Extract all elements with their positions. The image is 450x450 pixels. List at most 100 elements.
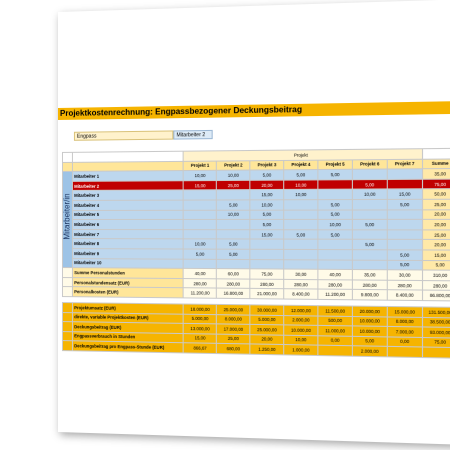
cell: 5,00: [352, 336, 388, 347]
cell: 15.000,00: [387, 306, 423, 317]
cell: 0,00: [317, 335, 353, 347]
cell: 5,00: [317, 209, 353, 220]
column-header: Projekt 3: [250, 160, 284, 171]
cell: 20.000,00: [352, 305, 388, 317]
cell: [387, 179, 423, 190]
cell: 86.800,00: [422, 290, 450, 301]
cell: 20,00: [422, 209, 450, 220]
cell: 5,00: [250, 169, 284, 181]
cell: [352, 199, 388, 210]
row: Mitarbeiter 4 5,00 10,00 5,00 5,00 25,00: [62, 199, 450, 211]
cell: 16.800,00: [216, 288, 251, 299]
cell: 5,00: [183, 248, 217, 259]
cell: 40,00: [317, 269, 353, 280]
cell: 10,00: [183, 170, 217, 181]
cell: 25.000,00: [250, 324, 284, 335]
cell: [352, 209, 388, 220]
cell: 11.500,00: [317, 305, 353, 316]
cell: [62, 267, 73, 278]
row-label: Mitarbeiter 4: [72, 200, 184, 211]
cell: 8.400,00: [387, 290, 423, 301]
cell: 9.800,00: [352, 289, 388, 301]
row-label: Mitarbeiter 7: [72, 229, 184, 240]
cell: 20,00: [422, 239, 450, 251]
cell: [422, 148, 450, 159]
cell: 75,00: [250, 268, 284, 280]
row-label: Mitarbeiter 8: [72, 238, 184, 249]
cell: 5,00: [216, 199, 251, 210]
cell: 866,67: [183, 343, 217, 354]
cell: 280,00: [422, 280, 450, 291]
cell: 5,00: [352, 239, 388, 250]
cell: 280,00: [352, 279, 388, 291]
cell: [183, 229, 217, 240]
cell: [283, 259, 318, 270]
sheet: Projektkostenrechnung: Engpassbezogener …: [58, 0, 450, 445]
cell: 25,00: [422, 229, 450, 240]
cell: [283, 249, 318, 260]
cell: 1.000,00: [283, 344, 318, 356]
cell: 11.200,00: [183, 288, 217, 299]
cell: [283, 219, 318, 230]
engpass: Engpass Mitarbeiter 2: [73, 129, 213, 141]
cell: 1.250,00: [250, 344, 284, 355]
cell: 11.200,00: [317, 289, 353, 300]
cell: 5,00: [352, 219, 388, 230]
cell: [62, 277, 73, 287]
cell: [183, 258, 217, 269]
cell: [183, 199, 217, 210]
cell: 131.500,00: [422, 306, 450, 318]
cell: [283, 209, 318, 220]
cell: 5,00: [317, 199, 353, 210]
cell: 5,00: [387, 259, 423, 271]
row-label: Mitarbeiter 2: [72, 180, 184, 191]
cell: 7.000,00: [387, 326, 423, 338]
cell: 30,00: [387, 269, 423, 281]
cell: 40,00: [183, 268, 217, 279]
cell: 38.500,00: [422, 316, 450, 328]
cell: 5,00: [387, 199, 423, 210]
row-label: Mitarbeiter 6: [72, 219, 184, 230]
engpass-value: Mitarbeiter 2: [173, 129, 213, 140]
cell: 280,00: [387, 279, 423, 291]
cell: 5,00: [317, 229, 353, 240]
cell: 310,00: [422, 270, 450, 281]
cell: 20,00: [250, 179, 284, 190]
cell: [183, 209, 217, 220]
column-header: Projekt 4: [283, 159, 318, 170]
cell: 21.000,00: [250, 288, 284, 299]
cell: [352, 259, 388, 270]
cell: 13.000,00: [183, 323, 217, 334]
cell: [250, 249, 284, 260]
cell: 5.000,00: [250, 314, 284, 325]
cell: 280,00: [283, 279, 318, 290]
column-header: Projekt 1: [183, 160, 217, 171]
cell: 25,00: [422, 199, 450, 210]
cell: [62, 286, 73, 297]
cell: [216, 219, 251, 230]
cell: 15,00: [250, 229, 284, 240]
cell: [317, 179, 353, 190]
cell: [183, 219, 217, 230]
cell: 5,00: [352, 179, 388, 190]
cell: 10.000,00: [352, 325, 388, 337]
cell: 280,00: [183, 278, 217, 289]
cell: 50,00: [422, 189, 450, 200]
column-header: Projekt 7: [387, 158, 423, 170]
cell: 680,00: [216, 343, 251, 355]
cell: 5,00: [250, 209, 284, 220]
cell: 280,00: [216, 278, 251, 289]
cell: [317, 249, 353, 260]
cell: [62, 331, 73, 342]
cell: [216, 229, 251, 240]
cell: 20,00: [250, 334, 284, 345]
cell: 30,00: [283, 269, 318, 280]
cell: [283, 239, 318, 250]
cell: [62, 302, 73, 313]
cell: 35,00: [422, 168, 450, 180]
cell: 5,00: [422, 260, 450, 271]
cell: [352, 249, 388, 260]
cell: 30.000,00: [250, 304, 284, 316]
cell: [387, 209, 423, 220]
cell: 10,00: [216, 170, 251, 181]
